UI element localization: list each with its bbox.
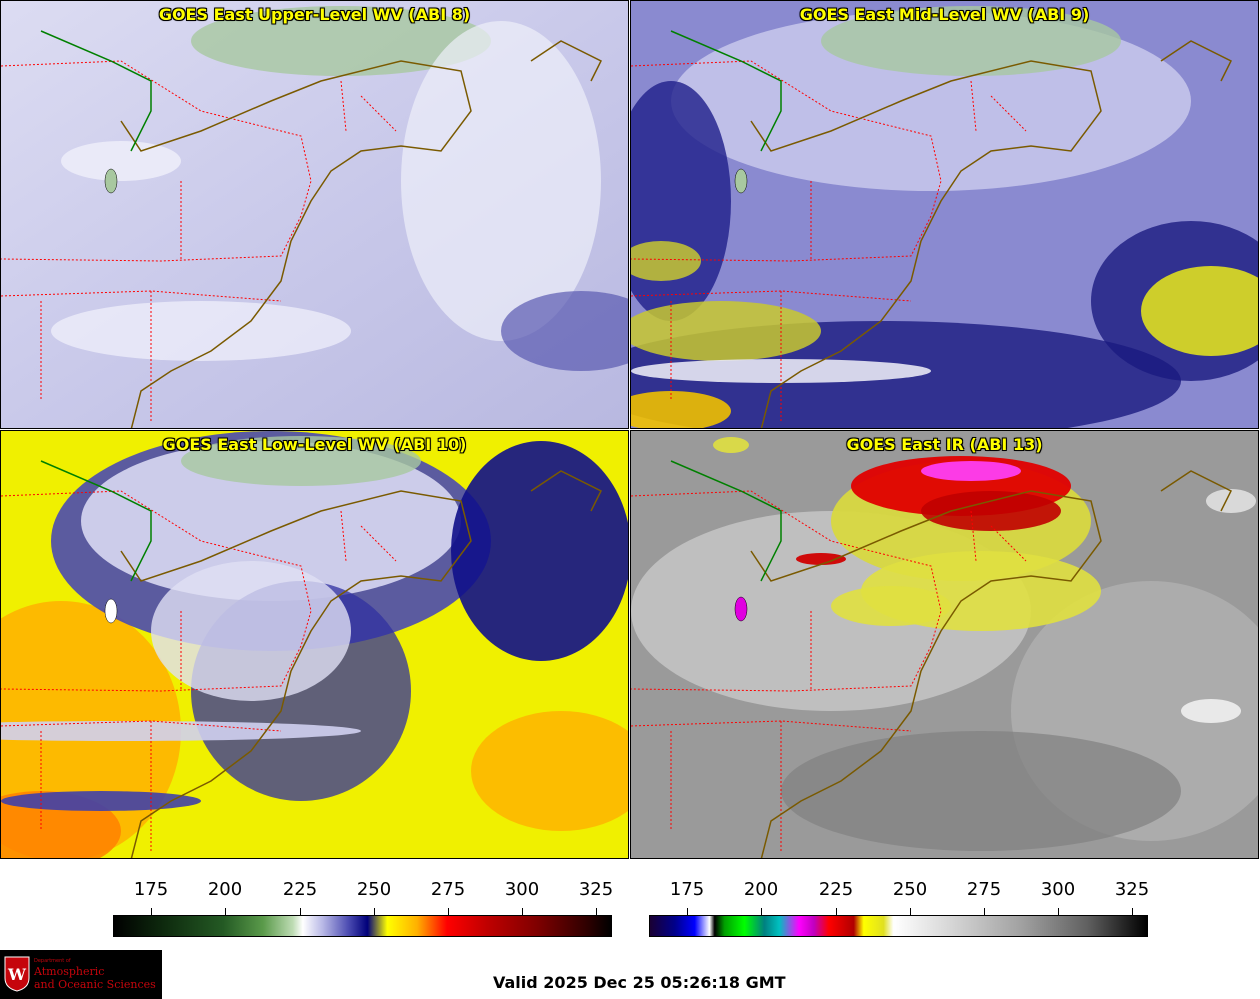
wv-colorbar-tick: [225, 908, 226, 915]
ir-colorbar-tick-label: 300: [1040, 879, 1076, 900]
ir-colorbar-tick-label: 325: [1114, 879, 1150, 900]
ir-colorbar-tick: [836, 908, 837, 915]
upper-level-wv-panel: GOES East Upper-Level WV (ABI 8): [0, 0, 629, 429]
wv-colorbar-tick: [596, 908, 597, 915]
wv-colorbar-tick-label: 175: [133, 879, 169, 900]
wv-colorbar: 175 200 225 250 275 300 325: [113, 879, 613, 939]
wv-colorbar-tick: [151, 908, 152, 915]
panel-title-low-level-wv: GOES East Low-Level WV (ABI 10): [162, 435, 467, 454]
ir-colorbar-tick-label: 200: [743, 879, 779, 900]
wv-colorbar-gradient: [113, 915, 612, 937]
valid-time-label: Valid 2025 Dec 25 05:26:18 GMT: [493, 973, 786, 992]
upper-level-wv-image: [1, 1, 628, 428]
ir-colorbar-tick: [910, 908, 911, 915]
ir-colorbar-tick: [1132, 908, 1133, 915]
wv-colorbar-tick-label: 275: [430, 879, 466, 900]
wv-colorbar-tick-label: 300: [504, 879, 540, 900]
low-level-wv-image: [1, 431, 628, 858]
ir-colorbar-tick-label: 275: [966, 879, 1002, 900]
ir-colorbar-tick-label: 225: [818, 879, 854, 900]
mid-level-wv-panel: GOES East Mid-Level WV (ABI 9): [630, 0, 1259, 429]
wv-colorbar-tick-label: 200: [207, 879, 243, 900]
logo-name-line1: Atmospheric: [34, 965, 105, 978]
shield-letter: W: [7, 965, 27, 984]
low-level-wv-panel: GOES East Low-Level WV (ABI 10): [0, 430, 629, 859]
logo-department: Department of: [34, 958, 71, 964]
wv-colorbar-tick-label: 250: [356, 879, 392, 900]
ir-colorbar-tick: [687, 908, 688, 915]
ir-colorbar-tick: [761, 908, 762, 915]
mid-level-wv-image: [631, 1, 1258, 428]
aos-logo: W Department of Atmospheric and Oceanic …: [0, 950, 162, 999]
wv-colorbar-tick: [448, 908, 449, 915]
ir-colorbar-gradient: [649, 915, 1148, 937]
panel-title-mid-level-wv: GOES East Mid-Level WV (ABI 9): [799, 5, 1090, 24]
panel-title-upper-level-wv: GOES East Upper-Level WV (ABI 8): [158, 5, 471, 24]
ir-colorbar: 175 200 225 250 275 300 325: [649, 879, 1149, 939]
uw-shield-icon: W: [4, 956, 30, 992]
ir-colorbar-tick: [1058, 908, 1059, 915]
logo-name-line2: and Oceanic Sciences: [34, 978, 156, 991]
ir-panel: GOES East IR (ABI 13): [630, 430, 1259, 859]
wv-colorbar-tick-label: 225: [282, 879, 318, 900]
wv-colorbar-tick-label: 325: [578, 879, 614, 900]
wv-colorbar-tick: [522, 908, 523, 915]
ir-image: [631, 431, 1258, 858]
ir-colorbar-tick-label: 175: [669, 879, 705, 900]
wv-colorbar-tick: [300, 908, 301, 915]
ir-colorbar-tick: [984, 908, 985, 915]
ir-colorbar-tick-label: 250: [892, 879, 928, 900]
panel-title-ir: GOES East IR (ABI 13): [846, 435, 1043, 454]
wv-colorbar-tick: [374, 908, 375, 915]
